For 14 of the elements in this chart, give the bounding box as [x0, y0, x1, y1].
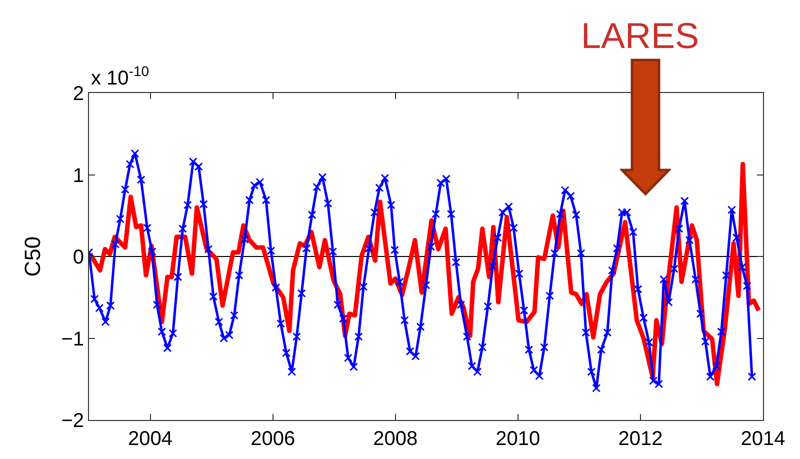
x-tick-label: 2004: [128, 428, 173, 450]
y-axis-title: C50: [20, 236, 45, 277]
y-tick-label: 0: [72, 246, 84, 268]
x-tick-label: 2010: [496, 428, 540, 450]
y-tick-label: −2: [61, 410, 84, 432]
x-tick-label: 2008: [373, 428, 418, 450]
x-tick-label: 2012: [618, 428, 663, 450]
x-tick-label: 2014: [740, 428, 786, 450]
text: LARES: [581, 15, 700, 56]
y-tick-label: −1: [61, 328, 84, 350]
y-tick-label: 1: [72, 164, 84, 187]
text: x 10$^{-10}$: [91, 63, 150, 90]
x-tick-label: 2006: [250, 428, 296, 450]
y-tick-label: 2: [72, 83, 84, 105]
